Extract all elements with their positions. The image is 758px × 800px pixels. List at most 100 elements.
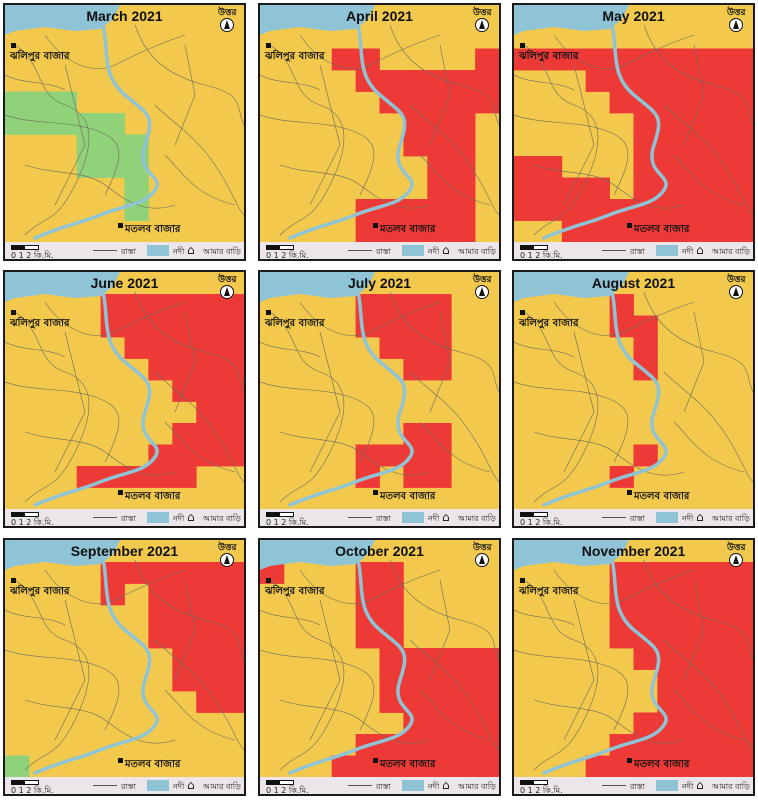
high-risk-cell [220,562,244,584]
high-risk-cell [379,315,404,338]
road-line [419,689,491,741]
compass-icon [220,285,234,299]
road-line [533,431,685,476]
high-risk-cell [379,70,404,92]
high-risk-cell [633,583,658,606]
high-risk-cell [705,199,730,221]
road-line [269,44,345,236]
compass-icon [220,553,234,567]
high-risk-cell [427,755,452,778]
map-legend: 0 1 2 কি.মি. রাস্তা নদী ⌂ আমার বাড়ি [260,242,499,259]
map-legend: 0 1 2 কি.মি. রাস্তা নদী ⌂ আমার বাড়ি [5,509,244,526]
road-line [663,104,753,216]
high-risk-cell [657,755,682,778]
high-risk-cell [475,669,499,692]
map-panel: July 2021 উত্তর ঝলিপুর বাজার মতলব বাজার 0 1 … [258,270,501,528]
map-panel: May 2021 উত্তর ঝলিপুর বাজার মতলব বাজার 0 1 2… [512,3,755,261]
place-marker [627,490,632,495]
road-line [44,34,186,69]
high-risk-cell [451,669,476,692]
high-risk-cell [196,648,221,670]
high-risk-cell [681,605,706,627]
road-line [683,579,705,681]
legend-road-swatch [602,785,626,786]
map-legend: 0 1 2 কি.মি. রাস্তা নদী ⌂ আমার বাড়ি [514,242,753,259]
high-risk-cell [705,669,730,692]
river-line [33,23,159,240]
scale-bar [11,512,39,517]
high-risk-cell [427,423,452,445]
legend-river-label: নদী [428,247,440,256]
high-risk-cell [220,605,244,627]
place-marker [627,223,632,228]
high-risk-cell [657,134,682,157]
high-risk-cell [172,358,197,381]
high-risk-cell [705,691,730,713]
road-line [523,44,599,236]
high-risk-cell [657,220,682,243]
place-marker [11,310,16,315]
low-risk-cell [28,91,54,114]
high-risk-cell [427,315,452,338]
high-risk-cell [427,199,452,221]
road-line [514,609,575,626]
high-risk-cell [379,294,404,316]
map-svg [514,5,753,259]
high-risk-cell [451,156,476,178]
north-label: উত্তর [727,543,746,553]
high-risk-cell [355,315,380,338]
road-line [44,569,186,604]
river-mouth [514,540,629,570]
high-risk-cell [681,199,706,221]
place-marker [373,223,378,228]
high-risk-cell [657,156,682,178]
river-line [542,290,668,507]
road-line [134,291,244,393]
high-risk-cell [475,691,499,713]
high-risk-cell [451,91,476,114]
road-line [174,579,196,681]
road-line [5,649,120,731]
high-risk-cell [427,156,452,178]
high-risk-cell [729,134,753,157]
place-marker [266,578,271,583]
high-risk-cell [427,220,452,243]
road-line [309,64,341,206]
high-risk-cell [196,562,221,584]
high-risk-cell [451,691,476,713]
road-line [279,699,431,744]
road-line [409,371,499,483]
road-line [673,154,745,206]
compass-icon [475,285,489,299]
road-line [683,311,705,413]
scale-label: 0 1 2 কি.মি. [11,518,54,527]
river-mouth [5,540,120,570]
legend-road-label: রাস্তা [376,514,391,523]
high-risk-cell [124,315,149,338]
road-line [5,114,120,196]
road-line [154,371,244,483]
high-risk-cell [729,648,753,670]
high-risk-cell [220,358,244,381]
high-risk-cell [705,91,730,114]
high-risk-cell [681,691,706,713]
road-line [14,44,90,236]
road-line [533,699,685,744]
north-label: উত্তর [727,8,746,18]
high-risk-cell [355,48,380,71]
high-risk-cell [196,401,221,424]
scale-bar [520,512,548,517]
compass-icon [220,18,234,32]
legend-river-swatch [656,245,678,256]
high-risk-cell [681,626,706,649]
low-risk-cell [5,113,30,135]
north-label: উত্তর [218,543,237,553]
legend-road-swatch [348,250,372,251]
road-line [5,341,66,358]
low-risk-cell [28,113,54,135]
road-line [553,569,695,604]
road-line [260,609,321,626]
high-risk-cell [451,134,476,157]
high-risk-cell [379,755,404,778]
road-line [154,639,244,751]
